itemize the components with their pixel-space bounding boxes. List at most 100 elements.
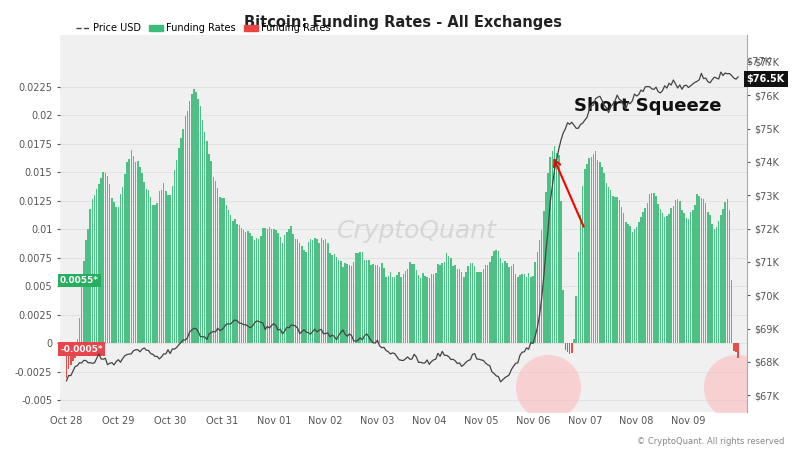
Bar [545,193,546,343]
Bar [344,263,346,343]
Bar [552,151,553,343]
Bar [236,225,238,343]
Bar [470,263,471,343]
Bar [143,182,145,343]
Bar [68,343,70,369]
Bar [674,200,676,343]
Bar [688,219,689,343]
Bar [480,272,482,343]
Bar [707,212,709,343]
Bar [485,265,486,343]
Bar [150,198,151,343]
Bar [614,197,616,343]
Bar [433,274,434,343]
Bar [446,253,447,343]
Bar [238,225,240,343]
Bar [642,212,644,343]
Bar [467,266,469,343]
Bar [234,219,236,343]
Bar [586,164,588,343]
Bar [191,94,193,343]
Bar [461,272,462,343]
Bar [301,246,302,343]
Bar [148,190,150,343]
Bar [72,343,74,360]
Bar [102,172,104,343]
Bar [495,250,497,343]
Bar [128,159,130,343]
Bar [454,265,456,343]
Bar [90,209,91,343]
Bar [597,160,598,343]
Bar [623,213,625,343]
Bar [78,318,80,343]
Bar [262,228,264,343]
Bar [70,343,71,365]
Bar [554,146,555,343]
Bar [541,230,542,343]
Text: Short Squeeze: Short Squeeze [574,97,722,115]
Bar [593,154,594,343]
Bar [318,243,320,343]
Bar [448,256,450,343]
Bar [618,199,620,343]
Bar [430,274,432,343]
Bar [522,274,523,343]
Bar [523,274,525,343]
Bar [729,210,730,343]
Bar [275,230,277,343]
Bar [325,238,326,343]
Bar [698,196,700,343]
Bar [390,272,391,343]
Bar [510,266,512,343]
Bar [636,227,638,343]
Bar [673,206,674,343]
Bar [474,266,475,343]
Bar [435,273,437,343]
Bar [608,187,610,343]
Bar [383,269,385,343]
Bar [424,276,426,343]
Bar [606,183,607,343]
Bar [87,229,89,343]
Bar [653,193,654,343]
Bar [96,189,98,343]
Bar [562,290,564,343]
Bar [170,195,171,343]
Bar [617,197,618,343]
Bar [566,343,568,352]
Bar [575,296,577,343]
Bar [571,343,573,353]
Bar [245,232,246,343]
Bar [340,261,342,343]
Bar [342,267,344,343]
Bar [415,270,417,343]
Bar [621,207,622,343]
Bar [374,265,376,343]
Bar [538,240,540,343]
Bar [498,251,499,343]
Bar [394,277,395,343]
Bar [638,222,639,343]
Bar [247,230,249,343]
Bar [180,138,182,343]
Bar [133,156,134,343]
Bar [718,221,719,343]
Bar [500,258,502,343]
Bar [565,343,566,350]
Bar [387,276,389,343]
Bar [603,173,605,343]
Bar [690,212,691,343]
Bar [157,202,158,343]
Bar [111,198,113,343]
Bar [214,181,216,343]
Bar [668,214,670,343]
Bar [77,339,78,343]
Bar [651,193,653,343]
Bar [703,199,704,343]
Bar [314,238,315,343]
Bar [322,240,324,343]
Bar [306,252,307,343]
Bar [509,267,510,343]
Bar [658,204,659,343]
